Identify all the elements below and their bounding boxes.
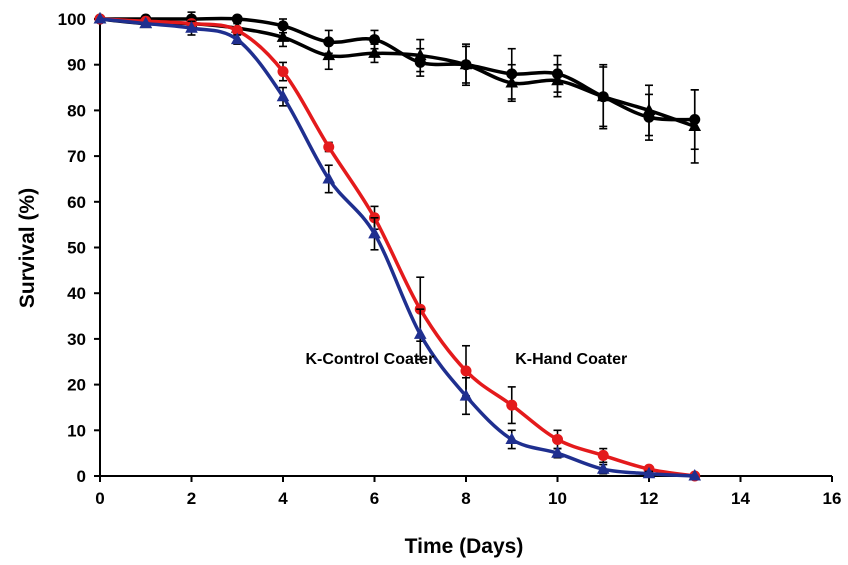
y-tick-label: 90: [67, 56, 86, 75]
data-point: [322, 171, 336, 184]
data-point: [596, 89, 610, 102]
data-point: [369, 34, 380, 46]
data-point: [596, 462, 610, 474]
data-point: [368, 226, 381, 239]
x-tick-label: 8: [461, 489, 470, 508]
x-tick-label: 14: [731, 489, 750, 508]
y-tick-label: 10: [67, 421, 86, 440]
data-point: [552, 433, 563, 445]
y-tick-label: 70: [67, 147, 86, 166]
y-tick-label: 60: [67, 193, 86, 212]
data-point: [277, 66, 289, 78]
data-point: [688, 119, 702, 131]
series-line: [98, 17, 697, 478]
y-tick-label: 0: [77, 467, 86, 486]
series-2: [93, 12, 702, 164]
y-tick-label: 50: [67, 239, 86, 258]
x-tick-label: 0: [95, 489, 104, 508]
data-point: [368, 46, 381, 58]
data-point: [276, 89, 290, 102]
data-point: [642, 103, 656, 115]
y-tick-label: 30: [67, 330, 86, 349]
data-point: [413, 48, 427, 61]
data-point: [459, 389, 473, 401]
data-point: [93, 12, 107, 24]
annotation-label: K-Control Coater: [305, 351, 434, 368]
data-point: [505, 75, 519, 88]
data-point: [323, 141, 335, 153]
x-axis-title: Time (Days): [405, 535, 524, 558]
series-3: [94, 13, 701, 482]
data-point: [139, 16, 153, 29]
y-axis-title: Survival (%): [16, 188, 39, 308]
data-point: [551, 73, 564, 86]
y-tick-label: 20: [67, 376, 86, 395]
y-tick-label: 100: [58, 10, 86, 29]
data-point: [230, 32, 244, 45]
x-tick-label: 6: [370, 489, 379, 508]
data-point: [322, 48, 336, 61]
data-point: [688, 469, 702, 481]
data-point: [413, 327, 427, 339]
data-point: [642, 466, 656, 479]
y-tick-label: 40: [67, 284, 86, 303]
y-tick-label: 80: [67, 101, 86, 120]
data-point: [276, 30, 290, 42]
data-point: [460, 365, 472, 377]
data-point: [551, 446, 564, 458]
series-group: [93, 11, 702, 482]
x-tick-label: 10: [548, 489, 567, 508]
x-tick-label: 16: [823, 489, 842, 508]
data-point: [597, 449, 609, 461]
axes: [94, 18, 833, 482]
series-4: [93, 12, 702, 481]
x-tick-label: 12: [640, 489, 659, 508]
annotations: K-Control Coater K-Hand Coater: [305, 351, 627, 368]
data-point: [505, 432, 519, 444]
x-tick-label: 4: [278, 489, 288, 508]
tick-labels: 0 2 4 6 8 10 12 14 16 0 10 20 30 40 50 60 70 80 90 100: [58, 10, 842, 508]
series-line: [98, 17, 697, 478]
data-point: [506, 399, 518, 411]
annotation-label: K-Hand Coater: [515, 351, 627, 368]
series-line: [98, 16, 697, 122]
data-point: [459, 57, 473, 70]
data-point: [231, 13, 243, 25]
series-1: [94, 11, 701, 151]
data-point: [185, 21, 198, 33]
data-point: [231, 24, 243, 36]
x-tick-label: 2: [187, 489, 196, 508]
